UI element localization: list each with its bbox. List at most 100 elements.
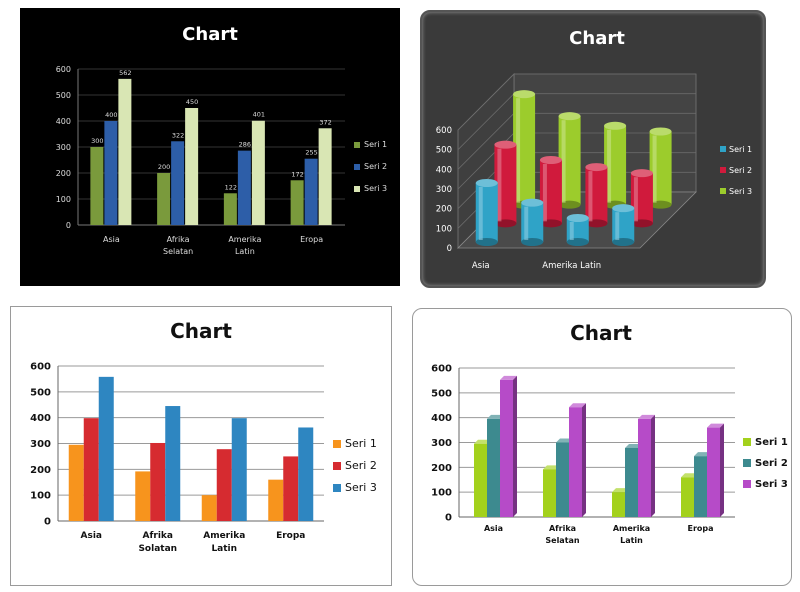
bar — [298, 427, 314, 521]
legend-label: Seri 1 — [755, 437, 788, 448]
bar-top — [625, 443, 642, 448]
category-label: Amerika Latin — [542, 261, 601, 271]
y-tick-label: 400 — [56, 117, 71, 126]
y-tick-label: 500 — [431, 388, 452, 399]
bar — [694, 456, 707, 517]
category-label: Eropa — [276, 531, 305, 541]
bar-top — [521, 198, 544, 207]
legend-label: Seri 1 — [345, 437, 377, 450]
bar-top — [585, 163, 608, 172]
category-label: Selatan — [163, 247, 193, 256]
bar — [707, 427, 720, 517]
legend-swatch — [743, 459, 751, 467]
bar-top — [487, 414, 504, 419]
y-tick-label: 0 — [445, 513, 452, 524]
data-label: 255 — [305, 149, 317, 157]
bar-highlight — [516, 98, 521, 203]
bar — [201, 495, 217, 521]
bar — [231, 418, 247, 521]
category-label: Asia — [472, 261, 490, 271]
category-label: Latin — [211, 544, 237, 554]
bar — [83, 418, 99, 521]
y-tick-label: 500 — [56, 91, 71, 100]
y-tick-label: 600 — [431, 364, 452, 375]
legend-label: Seri 3 — [364, 184, 387, 193]
y-tick-label: 600 — [56, 65, 71, 74]
bar-highlight — [542, 164, 547, 222]
bar-highlight — [497, 148, 502, 222]
category-label: Amerika — [203, 531, 245, 541]
bar-top — [604, 121, 627, 130]
chart-title: Chart — [170, 319, 232, 343]
bar-top — [474, 439, 491, 444]
legend-swatch — [720, 188, 726, 194]
bar — [625, 447, 638, 517]
bar-top — [681, 473, 698, 478]
category-label: Asia — [103, 235, 120, 244]
bar-top — [558, 112, 581, 121]
y-tick-label: 300 — [56, 143, 71, 152]
y-tick-label: 500 — [30, 387, 51, 398]
legend-label: Seri 2 — [755, 458, 788, 469]
y-tick-label: 0 — [447, 244, 452, 254]
bar — [638, 418, 651, 517]
chart-title: Chart — [570, 321, 632, 345]
bar-top — [556, 438, 573, 443]
y-tick-label: 100 — [436, 224, 452, 234]
legend-label: Seri 2 — [345, 459, 377, 472]
y-tick-label: 500 — [436, 146, 452, 156]
bar — [500, 379, 513, 517]
bar-top — [694, 452, 711, 457]
data-label: 286 — [239, 141, 251, 149]
category-label: Latin — [235, 247, 255, 256]
bar — [68, 444, 84, 521]
data-label: 322 — [172, 131, 184, 139]
bar-highlight — [615, 212, 620, 240]
bar-highlight — [607, 129, 612, 203]
bar-top — [612, 204, 635, 213]
bar-side — [651, 414, 655, 517]
legend-label: Seri 1 — [364, 140, 387, 149]
bar-side — [720, 423, 724, 517]
bar — [612, 492, 625, 517]
y-tick-label: 0 — [44, 517, 51, 528]
y-tick-label: 300 — [436, 185, 452, 195]
y-tick-label: 400 — [431, 413, 452, 424]
bar — [474, 443, 487, 517]
bar — [251, 120, 265, 225]
bar-highlight — [652, 135, 657, 203]
bar — [223, 193, 237, 225]
data-label: 372 — [319, 118, 331, 126]
legend-label: Seri 2 — [729, 166, 752, 175]
bar — [569, 407, 582, 517]
y-tick-label: 100 — [431, 488, 452, 499]
y-tick-label: 200 — [30, 465, 51, 476]
category-label: Solatan — [138, 544, 177, 554]
bar-top — [500, 375, 517, 380]
y-tick-label: 400 — [436, 165, 452, 175]
category-label: Afrika — [167, 235, 190, 244]
bar — [165, 406, 181, 521]
data-label: 400 — [105, 111, 117, 119]
gridline — [457, 73, 696, 131]
y-tick-label: 600 — [30, 362, 51, 373]
bar-top — [513, 90, 536, 99]
bar-top — [612, 488, 629, 493]
legend-swatch — [720, 146, 726, 152]
legend-swatch — [354, 164, 360, 170]
data-label: 401 — [253, 111, 265, 119]
category-label: Asia — [81, 531, 102, 541]
bar — [150, 442, 166, 521]
bar — [98, 376, 114, 521]
bar-top — [494, 140, 517, 149]
bar — [487, 418, 500, 517]
legend-swatch — [743, 480, 751, 488]
bar — [318, 128, 332, 225]
bar — [157, 173, 171, 225]
category-label: Amerika — [613, 524, 650, 533]
legend-swatch — [743, 438, 751, 446]
bar — [135, 471, 151, 521]
legend-label: Seri 3 — [755, 479, 788, 490]
category-label: Afrika — [143, 531, 173, 541]
bar-top — [566, 214, 589, 223]
